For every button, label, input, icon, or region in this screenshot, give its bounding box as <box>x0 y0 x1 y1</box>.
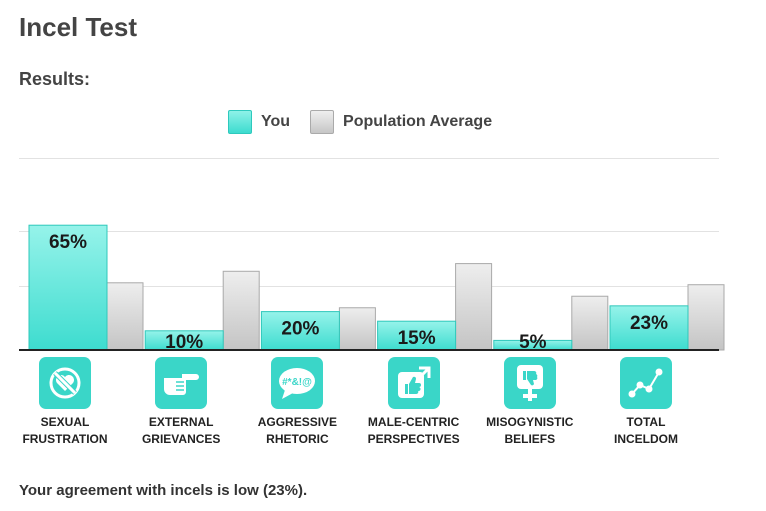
category-label: AGGRESSIVE RHETORIC <box>257 415 338 446</box>
average-bar <box>571 295 609 351</box>
female-thumbs-down-icon <box>503 357 556 409</box>
pointing-hand-icon <box>155 357 208 409</box>
you-value-label: 5% <box>519 332 547 353</box>
swearing-speech-bubble-icon: #*&!@ <box>271 357 324 409</box>
average-bar <box>455 263 493 351</box>
no-heart-icon <box>39 357 91 409</box>
average-bar <box>106 282 144 351</box>
legend-average-swatch <box>310 110 335 134</box>
you-bar <box>28 224 108 351</box>
results-heading: Results: <box>19 69 91 89</box>
legend-you-label: You <box>261 113 291 130</box>
average-bar <box>222 270 260 351</box>
page-title: Incel Test <box>19 12 138 42</box>
category-label: EXTERNAL GRIEVANCES <box>141 415 221 446</box>
you-bar <box>609 305 689 351</box>
category-label: SEXUAL FRUSTRATION <box>22 415 108 446</box>
you-value-label: 10% <box>165 332 203 353</box>
you-value-label: 23% <box>630 313 668 334</box>
legend-you-swatch <box>228 110 252 134</box>
category-label: MALE-CENTRIC PERSPECTIVES <box>367 415 460 446</box>
you-value-label: 15% <box>398 328 436 349</box>
average-bar <box>338 307 376 351</box>
results-bar-chart: 65% 10% 20% 15% 5% 23% <box>19 158 725 353</box>
category-label: TOTAL INCELDOM <box>614 415 678 446</box>
male-thumbs-up-icon <box>387 357 440 409</box>
chart-legend: You Population Average <box>228 110 492 134</box>
you-value-label: 65% <box>49 232 87 253</box>
average-bar <box>687 284 725 351</box>
svg-text:#*&!@: #*&!@ <box>283 377 313 388</box>
category-label: MISOGYNISTIC BELIEFS <box>486 415 574 446</box>
you-value-label: 20% <box>281 319 319 340</box>
legend-average-label: Population Average <box>343 113 493 130</box>
scatter-plot-icon <box>620 357 672 409</box>
you-bar <box>260 311 340 351</box>
you-bar <box>377 320 457 351</box>
result-summary: Your agreement with incels is low (23%). <box>19 482 308 499</box>
